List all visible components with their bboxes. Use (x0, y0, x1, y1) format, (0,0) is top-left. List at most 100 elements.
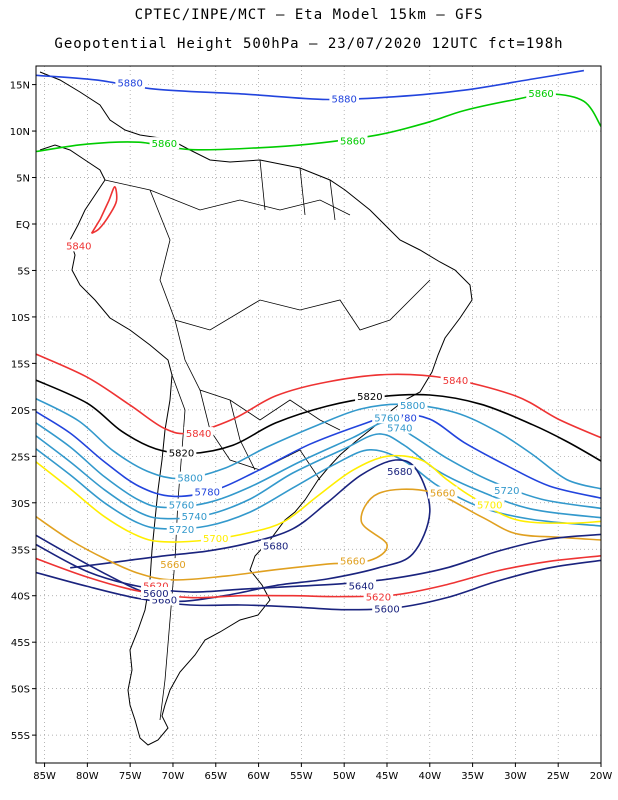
contour-label: 5780 (194, 488, 219, 499)
contour-label-bg (337, 134, 368, 147)
contour-label-bg (64, 239, 94, 252)
lon-tick-label: 35W (461, 771, 484, 782)
lon-tick-label: 85W (33, 771, 56, 782)
lat-tick-label: 15S (11, 359, 30, 370)
lon-tick-label: 20W (590, 771, 613, 782)
contour-label-bg (192, 485, 223, 498)
contour-label: 5760 (374, 413, 399, 424)
contour-label-bg (526, 86, 556, 99)
contour-label: 5820 (357, 392, 382, 403)
contour-label-bg (158, 558, 188, 571)
contour-label: 5860 (340, 136, 365, 147)
contour-label: 5840 (66, 241, 91, 252)
south-america-coastline (39, 71, 473, 746)
lat-tick-label: 55S (11, 731, 30, 742)
contour-label-bg (166, 446, 197, 459)
contour-label: 5740 (387, 424, 412, 435)
contour-5720 (36, 448, 601, 530)
contour-label: 5780 (391, 413, 416, 424)
contour-5660 (36, 488, 601, 581)
contour-label: 5700 (203, 534, 228, 545)
contour-label: 5680 (263, 542, 288, 553)
contour-label-bg (175, 471, 205, 484)
contour-label: 5800 (177, 474, 202, 485)
lat-tick-label: 20S (11, 406, 30, 417)
contour-label-bg (346, 579, 377, 592)
lon-tick-label: 75W (119, 771, 142, 782)
contour-label-bg (141, 586, 171, 599)
lat-tick-label: 40S (11, 592, 30, 603)
contour-label-bg (260, 539, 291, 552)
lat-tick-label: 30S (11, 499, 30, 510)
lat-tick-label: EQ (16, 220, 30, 231)
contour-label-bg (329, 92, 359, 105)
contour-label-bg (183, 427, 214, 440)
contour-label: 5860 (152, 139, 177, 150)
contour-label: 5880 (331, 95, 356, 106)
lon-tick-label: 25W (547, 771, 570, 782)
contour-label-bg (363, 590, 394, 603)
contour-5860 (36, 93, 601, 153)
contour-5780 (36, 411, 601, 499)
contour-5820 (36, 379, 601, 462)
lon-tick-label: 80W (76, 771, 99, 782)
contour-label: 5840 (443, 376, 468, 387)
lon-tick-label: 70W (162, 771, 185, 782)
contour-label-bg (474, 498, 505, 511)
lon-tick-label: 50W (333, 771, 356, 782)
contour-5620 (36, 555, 601, 599)
lat-tick-label: 10S (11, 313, 30, 324)
map-title-line1: CPTEC/INPE/MCT – Eta Model 15km – GFS (134, 7, 484, 23)
contour-5840 (36, 353, 601, 439)
map-frame (35, 65, 602, 764)
contour-label: 5840 (186, 429, 211, 440)
contour-label: 5860 (528, 89, 553, 100)
contour-label-bg (355, 389, 385, 402)
contour-label-bg (115, 76, 145, 89)
contour-label: 5760 (169, 501, 194, 512)
contour-label-bg (427, 486, 458, 499)
lat-tick-label: 45S (11, 638, 30, 649)
contour-label: 5660 (430, 489, 455, 500)
country-borders (104, 159, 431, 721)
contour-label: 5720 (494, 486, 519, 497)
contour-label-bg (372, 602, 402, 615)
contour-label: 5820 (169, 449, 194, 460)
contour-label-bg (372, 411, 402, 424)
contour-label-bg (179, 509, 210, 522)
contour-label: 5700 (477, 501, 502, 512)
contour-label-bg (149, 137, 180, 150)
lat-tick-label: 35S (11, 545, 30, 556)
lon-tick-label: 55W (290, 771, 313, 782)
lon-tick-label: 65W (204, 771, 227, 782)
contour-label: 5600 (374, 605, 399, 616)
contour-label: 5680 (152, 595, 177, 606)
contour-label-bg (200, 532, 231, 545)
contour-label: 5660 (160, 560, 185, 571)
lat-tick-label: 25S (11, 452, 30, 463)
lat-tick-label: 10N (10, 127, 30, 138)
lon-tick-label: 60W (247, 771, 270, 782)
lat-tick-label: 5N (16, 174, 30, 185)
map-title-line2: Geopotential Height 500hPa – 23/07/2020 … (54, 36, 564, 52)
contour-label-bg (492, 483, 522, 496)
lat-lon-grid (36, 66, 602, 763)
contour-label-bg (397, 399, 428, 412)
lat-tick-label: 50S (11, 685, 30, 696)
contour-5640 (36, 533, 601, 593)
contour-5600 (36, 559, 601, 611)
contour-label-bg (166, 522, 197, 535)
lat-tick-label: 15N (10, 81, 30, 92)
contour-5740 (36, 433, 601, 520)
contour-label-bg (440, 374, 471, 387)
contour-label: 5660 (340, 556, 365, 567)
contour-label: 5880 (117, 79, 142, 90)
contour-label-bg (385, 465, 415, 478)
contour-5760 (36, 421, 601, 510)
contour-label: 5600 (143, 589, 168, 600)
lon-tick-label: 40W (418, 771, 441, 782)
contour-label: 5640 (349, 581, 374, 592)
contour-label: 5680 (387, 467, 412, 478)
contour-label: 5800 (400, 401, 425, 412)
contour-label: 5740 (182, 512, 207, 523)
